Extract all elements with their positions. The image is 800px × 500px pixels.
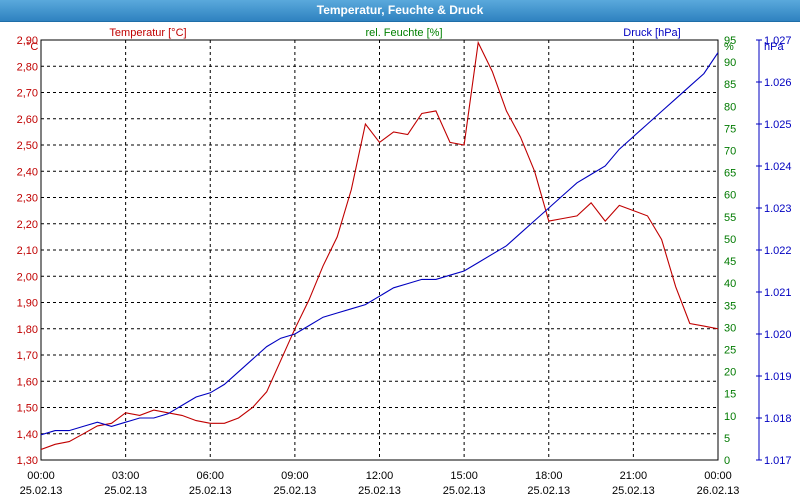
pressure-tick-label: 1.024: [764, 161, 792, 173]
temperature-tick-label: 1,50: [17, 403, 38, 415]
pressure-tick-label: 1.017: [764, 455, 792, 467]
temperature-tick-label: 2,90: [17, 35, 38, 47]
humidity-axis-title: rel. Feuchte [%]: [365, 27, 442, 39]
pressure-tick-label: 1.025: [764, 119, 792, 131]
temperature-unit: °C: [26, 41, 38, 53]
x-tick-date: 26.02.13: [697, 485, 740, 497]
humidity-tick-label: 55: [724, 212, 736, 224]
temperature-tick-label: 2,10: [17, 245, 38, 257]
x-tick-time: 06:00: [196, 470, 224, 482]
temperature-tick-label: 2,80: [17, 61, 38, 73]
humidity-tick-label: 70: [724, 146, 736, 158]
humidity-tick-label: 80: [724, 101, 736, 113]
humidity-tick-label: 35: [724, 300, 736, 312]
pressure-unit: hPa: [764, 41, 784, 53]
humidity-tick-label: 15: [724, 389, 736, 401]
humidity-unit: %: [724, 41, 734, 53]
humidity-tick-label: 85: [724, 79, 736, 91]
x-tick-date: 25.02.13: [189, 485, 232, 497]
x-tick-time: 12:00: [366, 470, 394, 482]
temperature-tick-label: 1,70: [17, 350, 38, 362]
temperature-tick-label: 2,00: [17, 271, 38, 283]
temperature-tick-label: 2,50: [17, 140, 38, 152]
series-line-temperature: [41, 40, 718, 451]
x-tick-time: 03:00: [112, 470, 140, 482]
humidity-tick-label: 50: [724, 234, 736, 246]
humidity-tick-label: 65: [724, 168, 736, 180]
temperature-tick-label: 2,70: [17, 88, 38, 100]
temperature-axis-title: Temperatur [°C]: [109, 27, 186, 39]
humidity-tick-label: 0: [724, 455, 730, 467]
temperature-tick-label: 2,40: [17, 166, 38, 178]
series-line-pressure: [41, 52, 718, 436]
humidity-tick-label: 90: [724, 57, 736, 69]
x-tick-time: 09:00: [281, 470, 309, 482]
pressure-tick-label: 1.020: [764, 329, 792, 341]
x-tick-time: 21:00: [620, 470, 648, 482]
temperature-tick-label: 1,80: [17, 324, 38, 336]
x-tick-date: 25.02.13: [104, 485, 147, 497]
x-tick-time: 00:00: [27, 470, 55, 482]
pressure-tick-label: 1.019: [764, 371, 792, 383]
x-tick-date: 25.02.13: [443, 485, 486, 497]
temperature-tick-label: 1,30: [17, 455, 38, 467]
pressure-tick-label: 1.023: [764, 203, 792, 215]
humidity-tick-label: 5: [724, 433, 730, 445]
humidity-tick-label: 75: [724, 123, 736, 135]
x-tick-date: 25.02.13: [273, 485, 316, 497]
pressure-tick-label: 1.026: [764, 77, 792, 89]
humidity-tick-label: 40: [724, 278, 736, 290]
humidity-tick-label: 60: [724, 190, 736, 202]
humidity-tick-label: 10: [724, 411, 736, 423]
pressure-tick-label: 1.027: [764, 35, 792, 47]
x-tick-time: 15:00: [450, 470, 478, 482]
pressure-tick-label: 1.021: [764, 287, 792, 299]
temperature-tick-label: 2,30: [17, 193, 38, 205]
temperature-tick-label: 1,90: [17, 298, 38, 310]
pressure-tick-label: 1.022: [764, 245, 792, 257]
humidity-tick-label: 95: [724, 35, 736, 47]
humidity-tick-label: 45: [724, 256, 736, 268]
x-tick-date: 25.02.13: [527, 485, 570, 497]
humidity-tick-label: 30: [724, 322, 736, 334]
plot-border: [40, 39, 719, 461]
temperature-tick-label: 2,60: [17, 114, 38, 126]
temperature-tick-label: 1,40: [17, 429, 38, 441]
temperature-tick-label: 2,20: [17, 219, 38, 231]
x-tick-date: 25.02.13: [358, 485, 401, 497]
pressure-axis-title: Druck [hPa]: [623, 27, 680, 39]
humidity-tick-label: 20: [724, 367, 736, 379]
temperature-tick-label: 1,60: [17, 376, 38, 388]
x-tick-time: 00:00: [704, 470, 732, 482]
window-title: Temperatur, Feuchte & Druck: [0, 0, 800, 22]
x-tick-date: 25.02.13: [20, 485, 63, 497]
pressure-tick-label: 1.018: [764, 413, 792, 425]
x-tick-date: 25.02.13: [612, 485, 655, 497]
x-tick-time: 18:00: [535, 470, 563, 482]
humidity-tick-label: 25: [724, 344, 736, 356]
